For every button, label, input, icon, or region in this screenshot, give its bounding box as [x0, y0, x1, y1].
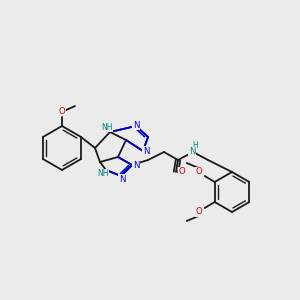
Text: N: N — [143, 146, 149, 155]
Text: O: O — [178, 167, 185, 176]
Text: O: O — [195, 167, 202, 176]
Text: N: N — [119, 175, 125, 184]
Text: O: O — [195, 208, 202, 217]
Text: N: N — [133, 121, 139, 130]
Text: NH: NH — [97, 169, 109, 178]
Text: N: N — [189, 148, 195, 157]
Text: N: N — [133, 161, 139, 170]
Text: NH: NH — [101, 122, 113, 131]
Text: O: O — [58, 106, 65, 116]
Text: H: H — [192, 140, 198, 149]
